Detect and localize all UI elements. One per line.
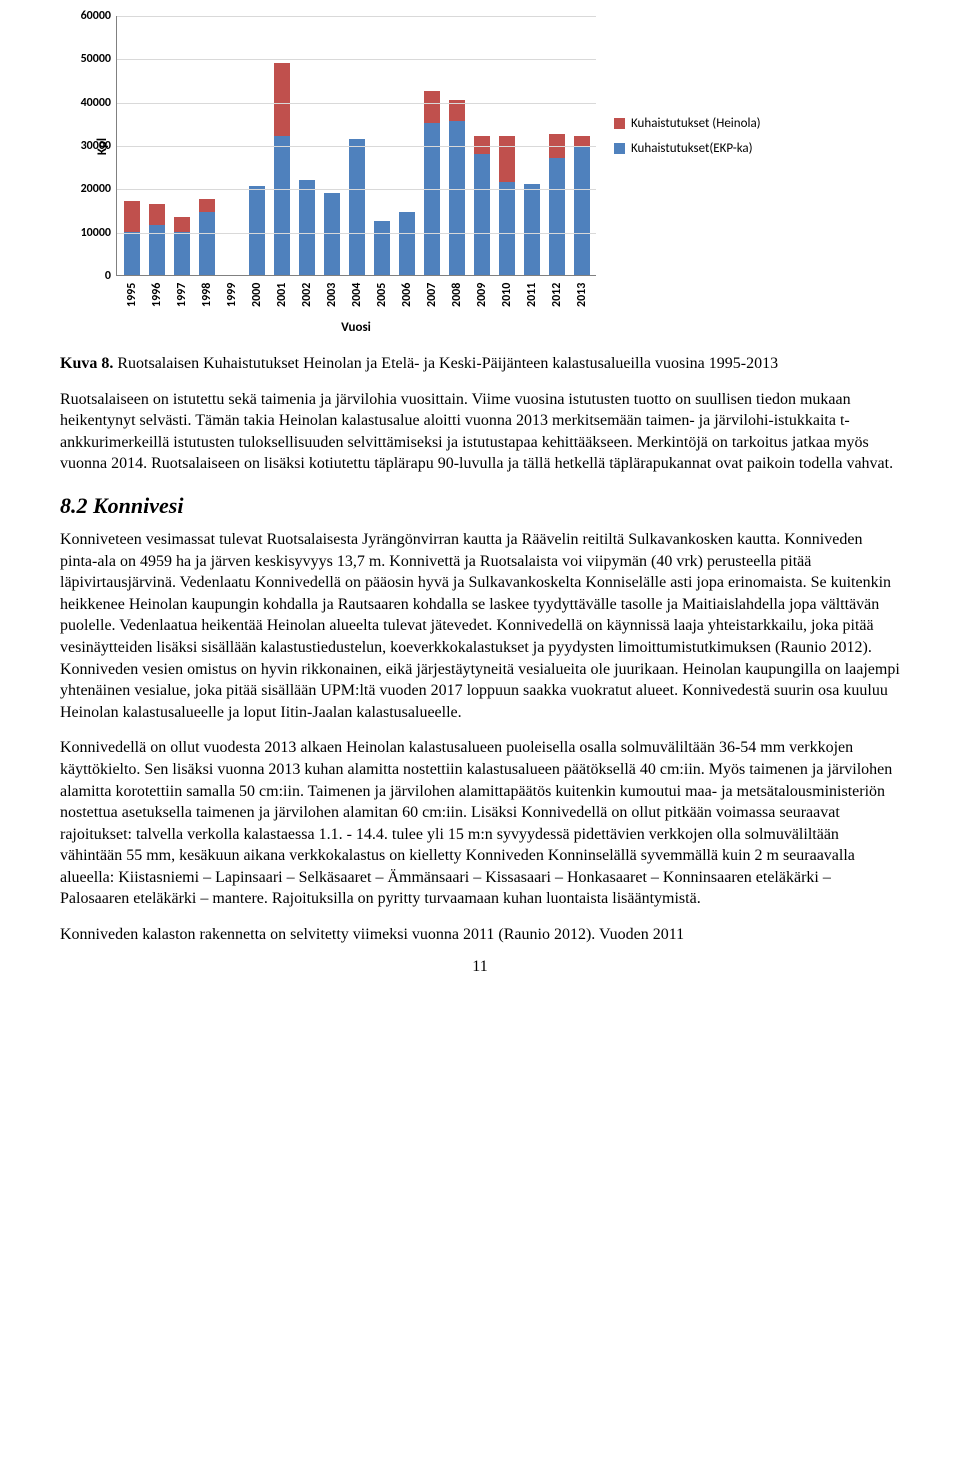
- bar-column: [574, 136, 590, 275]
- section-heading: 8.2 Konnivesi: [60, 493, 900, 519]
- bar-segment-blue: [324, 193, 340, 275]
- bar-column: [149, 204, 165, 275]
- y-tick-label: 50000: [69, 52, 111, 66]
- bar-column: [499, 136, 515, 275]
- bar-segment-red: [474, 136, 490, 153]
- bar-segment-blue: [399, 212, 415, 275]
- bar-segment-red: [124, 201, 140, 231]
- body-paragraph: Konniveteen vesimassat tulevat Ruotsalai…: [60, 529, 900, 723]
- y-tick-label: 30000: [69, 139, 111, 153]
- bar-segment-blue: [349, 139, 365, 276]
- y-tick-label: 20000: [69, 182, 111, 196]
- bar-column: [549, 134, 565, 275]
- bar-column: [274, 63, 290, 275]
- plot: 0100002000030000400005000060000: [116, 16, 596, 276]
- bar-segment-blue: [249, 186, 265, 275]
- bar-column: [124, 201, 140, 275]
- legend-swatch-icon: [614, 118, 625, 129]
- x-tick-label: 2013: [562, 291, 600, 307]
- bar-column: [374, 221, 390, 275]
- bar-segment-red: [274, 63, 290, 137]
- gridline: [117, 233, 596, 234]
- x-ticks: 1995199619971998199920002001200220032004…: [116, 280, 596, 318]
- y-tick-label: 60000: [69, 9, 111, 23]
- plot-area: 0100002000030000400005000060000 19951996…: [116, 16, 596, 335]
- bar-column: [399, 212, 415, 275]
- legend-label: Kuhaistutukset(EKP-ka): [631, 141, 753, 156]
- stocking-chart: Kpl 0100002000030000400005000060000 1995…: [90, 16, 900, 335]
- bar-column: [324, 193, 340, 275]
- gridline: [117, 189, 596, 190]
- bar-segment-red: [174, 217, 190, 232]
- caption-lead: Kuva 8.: [60, 355, 113, 372]
- bar-segment-blue: [199, 212, 215, 275]
- bar-segment-blue: [499, 182, 515, 275]
- bar-segment-blue: [274, 136, 290, 275]
- bar-segment-blue: [299, 180, 315, 275]
- legend-swatch-icon: [614, 143, 625, 154]
- y-ticks: 0100002000030000400005000060000: [69, 16, 111, 275]
- x-axis-label: Vuosi: [116, 320, 596, 335]
- gridline: [117, 146, 596, 147]
- bar-segment-red: [424, 91, 440, 124]
- bar-column: [424, 91, 440, 275]
- bar-segment-blue: [374, 221, 390, 275]
- bar-column: [174, 217, 190, 275]
- y-tick-label: 10000: [69, 226, 111, 240]
- bar-column: [299, 180, 315, 275]
- legend-item: Kuhaistutukset(EKP-ka): [614, 141, 761, 156]
- page-number: 11: [60, 958, 900, 976]
- bar-segment-blue: [474, 154, 490, 275]
- y-tick-label: 0: [69, 269, 111, 283]
- bar-column: [449, 100, 465, 275]
- bar-column: [474, 136, 490, 275]
- legend-item: Kuhaistutukset (Heinola): [614, 116, 761, 131]
- bar-segment-blue: [524, 184, 540, 275]
- y-tick-label: 40000: [69, 96, 111, 110]
- bar-segment-red: [199, 199, 215, 212]
- bar-column: [249, 186, 265, 275]
- bar-column: [349, 139, 365, 276]
- bar-column: [524, 184, 540, 275]
- figure-caption: Kuva 8. Ruotsalaisen Kuhaistutukset Hein…: [60, 353, 900, 375]
- chart-legend: Kuhaistutukset (Heinola) Kuhaistutukset(…: [614, 116, 761, 166]
- bar-segment-blue: [549, 158, 565, 275]
- gridline: [117, 16, 596, 17]
- bar-column: [199, 199, 215, 275]
- legend-label: Kuhaistutukset (Heinola): [631, 116, 761, 131]
- gridline: [117, 59, 596, 60]
- body-paragraph: Konniveden kalaston rakennetta on selvit…: [60, 924, 900, 946]
- bar-segment-blue: [449, 121, 465, 275]
- body-paragraph: Konnivedellä on ollut vuodesta 2013 alka…: [60, 737, 900, 910]
- gridline: [117, 103, 596, 104]
- bar-segment-blue: [174, 232, 190, 275]
- caption-text: Ruotsalaisen Kuhaistutukset Heinolan ja …: [113, 355, 778, 372]
- bar-segment-blue: [574, 147, 590, 275]
- bar-segment-red: [499, 136, 515, 182]
- bar-segment-red: [149, 204, 165, 226]
- body-paragraph: Ruotsalaiseen on istutettu sekä taimenia…: [60, 389, 900, 475]
- bar-segment-blue: [124, 232, 140, 275]
